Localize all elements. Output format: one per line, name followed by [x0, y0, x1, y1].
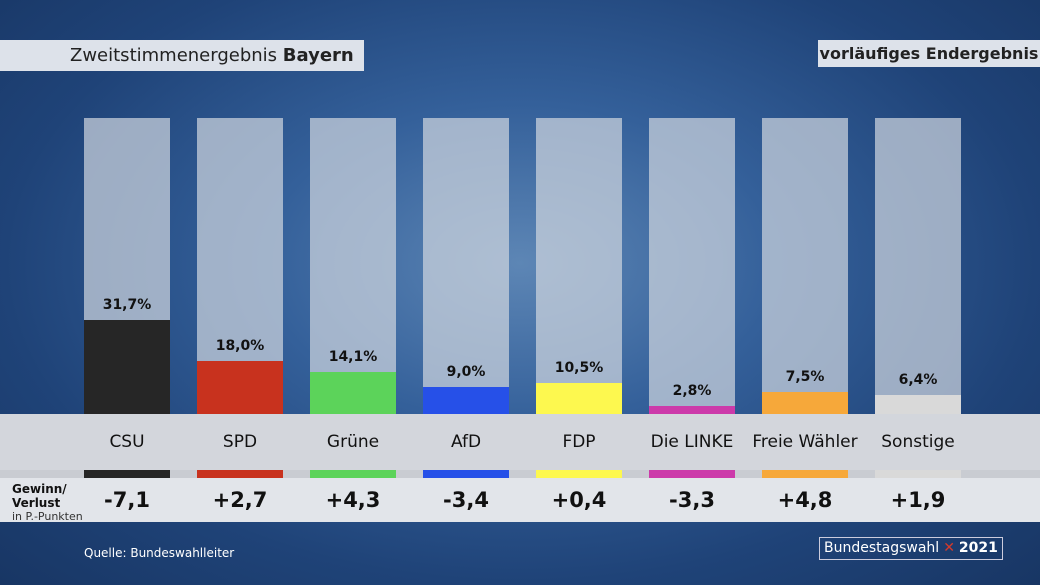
change-value: +4,8	[777, 488, 833, 512]
change-band	[0, 478, 1040, 522]
change-label: Gewinn/Verlust in P.-Punkten	[12, 482, 83, 524]
change-label-line2: Verlust	[12, 496, 61, 510]
change-value: -7,1	[104, 488, 150, 512]
bar	[197, 360, 283, 414]
bar-track	[536, 118, 622, 414]
bar	[536, 382, 622, 414]
bar-track	[649, 118, 735, 414]
category-label: CSU	[109, 431, 145, 452]
bar-track	[197, 118, 283, 414]
category-label: SPD	[222, 431, 258, 452]
label-band	[0, 414, 1040, 470]
bar	[84, 320, 170, 414]
change-value: +1,9	[890, 488, 946, 512]
title-prefix: Zweitstimmenergebnis	[70, 45, 278, 66]
party-color-strip	[310, 470, 396, 478]
bar-track	[84, 118, 170, 414]
chart-title: Zweitstimmenergebnis Bayern	[0, 40, 364, 71]
party-color-strip	[423, 470, 509, 478]
change-value: +2,7	[212, 488, 268, 512]
category-label: AfD	[450, 431, 482, 452]
value-label: 7,5%	[785, 368, 825, 385]
change-value: +4,3	[325, 488, 381, 512]
value-label: 18,0%	[215, 337, 265, 354]
category-label: Sonstige	[881, 431, 955, 452]
value-label: 31,7%	[102, 297, 152, 314]
bar	[649, 405, 735, 414]
ballot-cross-icon: ✕	[943, 540, 955, 556]
category-label: Grüne	[326, 431, 380, 452]
value-label: 6,4%	[898, 372, 938, 389]
category-label: Die LINKE	[650, 431, 734, 452]
source-note: Quelle: Bundeswahlleiter	[84, 546, 235, 560]
party-color-strip	[197, 470, 283, 478]
change-value: -3,4	[443, 488, 489, 512]
value-label: 14,1%	[328, 349, 378, 366]
change-value: +0,4	[551, 488, 607, 512]
category-label: Freie Wähler	[752, 431, 858, 452]
strip-band	[0, 470, 1040, 478]
title-region: Bayern	[282, 45, 354, 66]
bar	[875, 395, 961, 414]
party-color-strip	[762, 470, 848, 478]
bar-track	[875, 118, 961, 414]
change-value: -3,3	[669, 488, 715, 512]
logo-text: Bundestagswahl	[824, 540, 940, 556]
bar	[423, 387, 509, 414]
party-color-strip	[84, 470, 170, 478]
party-color-strip	[649, 470, 735, 478]
bar	[310, 372, 396, 414]
change-unit: in P.-Punkten	[12, 510, 83, 523]
value-label: 9,0%	[446, 364, 486, 381]
value-label: 2,8%	[672, 382, 712, 399]
value-label: 10,5%	[554, 359, 604, 376]
category-label: FDP	[562, 431, 596, 452]
bar	[762, 391, 848, 414]
bar-track	[762, 118, 848, 414]
bar-track	[310, 118, 396, 414]
logo-year: 2021	[958, 540, 998, 556]
result-status: vorläufiges Endergebnis	[818, 40, 1040, 67]
change-label-line1: Gewinn/	[12, 482, 67, 496]
bar-track	[423, 118, 509, 414]
party-color-strip	[536, 470, 622, 478]
party-color-strip	[875, 470, 961, 478]
election-logo: Bundestagswahl ✕ 2021	[819, 537, 1003, 560]
